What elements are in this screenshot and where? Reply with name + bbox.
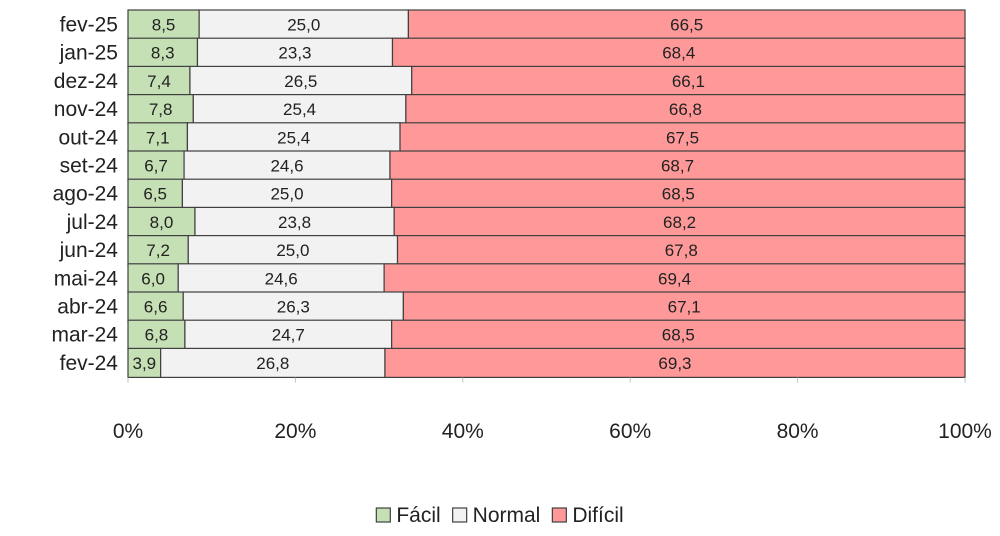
data-label: 6,0: [141, 269, 165, 288]
data-label: 24,7: [272, 326, 305, 345]
bar-segment-facil: [127, 206, 196, 237]
data-label: 68,5: [662, 326, 695, 345]
data-label: 69,3: [658, 354, 691, 373]
bar-segment-facil: [127, 178, 184, 209]
data-label: 67,8: [665, 241, 698, 260]
data-label: 25,4: [283, 100, 316, 119]
data-label: 24,6: [265, 269, 298, 288]
data-label: 7,1: [146, 128, 170, 147]
bar-segment-facil: [127, 291, 184, 322]
data-label: 68,7: [661, 157, 694, 176]
bar-segment-normal: [186, 122, 401, 153]
bar-segment-normal: [181, 178, 393, 209]
bar-segment-normal: [160, 347, 386, 378]
data-label: 3,9: [133, 354, 157, 373]
category-label: mai-24: [54, 267, 119, 290]
bar-segment-dificil: [402, 291, 966, 322]
data-label: 6,7: [144, 157, 168, 176]
data-label: 26,5: [284, 72, 317, 91]
data-label: 67,5: [666, 128, 699, 147]
data-label: 68,2: [663, 213, 696, 232]
legend-swatch: [551, 507, 567, 523]
bar-segment-facil: [127, 9, 200, 40]
data-label: 23,8: [278, 213, 311, 232]
x-axis-tick-labels: 0% 20% 40% 60% 80% 100%: [113, 377, 992, 443]
category-label: jun-24: [59, 239, 119, 262]
legend-label: Difícil: [572, 504, 623, 527]
bar-segment-dificil: [384, 347, 966, 378]
bar-segment-facil: [127, 93, 194, 125]
category-label: set-24: [60, 155, 119, 178]
legend-swatch: [452, 507, 468, 523]
data-label: 6,8: [145, 326, 169, 345]
category-label: dez-24: [54, 70, 119, 93]
data-label: 67,1: [668, 298, 701, 317]
category-label: abr-24: [57, 296, 118, 319]
category-label: fev-24: [60, 352, 119, 375]
bar-segment-facil: [127, 150, 185, 181]
data-label: 6,5: [143, 185, 167, 204]
data-label: 68,5: [662, 185, 695, 204]
x-axis-tick-label: 20%: [274, 420, 316, 443]
category-label: ago-24: [53, 183, 119, 206]
bar-segment-dificil: [389, 150, 966, 181]
bar-segment-dificil: [407, 9, 966, 40]
legend: Fácil Normal Difícil: [375, 504, 624, 527]
legend-swatch: [375, 507, 391, 523]
x-axis-tick-label: 40%: [442, 420, 484, 443]
legend-label: Normal: [473, 504, 541, 527]
bar-segment-facil: [127, 347, 162, 378]
data-label: 25,0: [276, 241, 309, 260]
bar-segment-dificil: [405, 93, 966, 125]
category-label: fev-25: [60, 14, 118, 37]
data-label: 8,0: [150, 213, 174, 232]
data-label: 25,4: [277, 128, 310, 147]
bar-segment-dificil: [383, 263, 966, 294]
bar-segment-normal: [198, 9, 409, 40]
data-label: 66,8: [669, 100, 702, 119]
bar-segment-dificil: [391, 178, 966, 209]
x-axis-tick-label: 0%: [113, 420, 143, 443]
category-labels: fev-25 jan-25 dez-24 nov-24 out-24 set-24 ago-…: [51, 14, 118, 375]
legend-label: Fácil: [396, 504, 440, 527]
data-label: 7,8: [149, 100, 173, 119]
bars-layer: 8,5 25,0 66,5 8,3 23,3 68,4 7,4 26,5 66,1 7,8 25,4…: [127, 9, 966, 378]
data-label: 6,6: [144, 298, 168, 317]
bar-segment-normal: [189, 65, 413, 97]
bar-segment-dificil: [396, 235, 966, 266]
data-label: 25,0: [287, 16, 320, 35]
data-label: 66,5: [670, 16, 703, 35]
x-axis-tick-label: 60%: [609, 420, 651, 443]
category-label: nov-24: [54, 98, 119, 121]
data-label: 23,3: [278, 44, 311, 63]
bar-segment-normal: [194, 206, 395, 237]
bar-segment-normal: [183, 150, 391, 181]
category-label: mar-24: [51, 324, 118, 347]
data-label: 66,1: [672, 72, 705, 91]
data-label: 26,3: [277, 298, 310, 317]
data-label: 25,0: [270, 185, 303, 204]
data-label: 7,2: [146, 241, 170, 260]
x-axis-tick-label: 100%: [938, 420, 992, 443]
bar-segment-dificil: [391, 319, 966, 350]
data-label: 8,3: [151, 44, 175, 63]
category-label: out-24: [58, 126, 118, 149]
category-label: jan-25: [59, 42, 118, 65]
bar-segment-dificil: [391, 37, 966, 68]
data-label: 26,8: [256, 354, 289, 373]
bar-segment-dificil: [393, 206, 966, 237]
data-label: 69,4: [658, 269, 691, 288]
data-label: 68,4: [662, 44, 695, 63]
x-axis-tick-label: 80%: [777, 420, 819, 443]
bar-segment-normal: [177, 263, 385, 294]
data-label: 24,6: [270, 157, 303, 176]
data-label: 7,4: [147, 72, 171, 91]
category-label: jul-24: [66, 211, 119, 234]
data-label: 8,5: [152, 16, 176, 35]
